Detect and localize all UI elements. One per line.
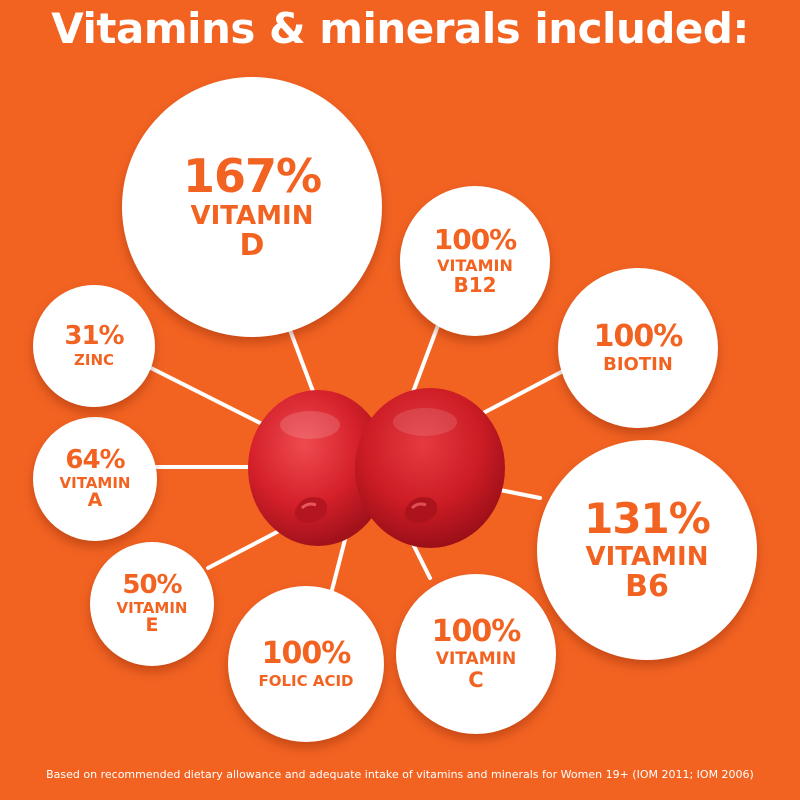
- nutrient-name: VITAMIN: [585, 541, 709, 572]
- nutrient-name: VITAMIN: [116, 598, 188, 617]
- nutrient-bubble-zinc: 31% ZINC: [33, 285, 155, 407]
- nutrient-name: VITAMIN: [59, 473, 131, 492]
- nutrient-bubble-folic-acid: 100% FOLIC ACID: [228, 586, 384, 742]
- footnote: Based on recommended dietary allowance a…: [46, 768, 754, 781]
- nutrient-name: VITAMIN: [437, 256, 513, 276]
- nutrient-bubble-vitamin-a: 64% VITAMIN A: [33, 417, 157, 541]
- nutrient-name: B12: [453, 272, 497, 297]
- nutrient-name: C: [468, 667, 484, 692]
- nutrient-name: VITAMIN: [435, 649, 517, 670]
- nutrient-percent: 100%: [593, 318, 684, 354]
- nutrient-name: VITAMIN: [190, 200, 314, 231]
- nutrient-bubble-vitamin-e: 50% VITAMIN E: [90, 542, 214, 666]
- nutrient-bubble-vitamin-c: 100% VITAMIN C: [396, 574, 556, 734]
- nutrient-name: A: [87, 489, 103, 512]
- gummy-vitamin-image: [248, 388, 505, 548]
- nutrient-bubble-vitamin-b12: 100% VITAMIN B12: [400, 186, 550, 336]
- connector-vitamin-b12: [408, 318, 442, 402]
- nutrient-percent: 100%: [431, 614, 522, 650]
- nutrient-percent: 131%: [584, 493, 711, 543]
- nutrient-name: FOLIC ACID: [258, 671, 354, 690]
- nutrient-percent: 100%: [261, 635, 352, 671]
- nutrient-percent: 31%: [64, 321, 124, 352]
- nutrient-name: B6: [625, 568, 669, 604]
- nutrient-name: E: [145, 614, 159, 637]
- nutrient-percent: 64%: [65, 444, 125, 475]
- nutrient-name: D: [239, 227, 265, 263]
- page-title: Vitamins & minerals included:: [51, 4, 749, 53]
- nutrient-percent: 100%: [433, 223, 518, 257]
- nutrient-percent: 167%: [182, 148, 322, 203]
- nutrient-percent: 50%: [122, 569, 182, 600]
- nutrient-name: ZINC: [73, 351, 115, 370]
- connector-biotin: [468, 368, 567, 422]
- nutrient-bubble-biotin: 100% BIOTIN: [558, 268, 718, 428]
- nutrient-bubble-vitamin-b6: 131% VITAMIN B6: [537, 440, 757, 660]
- nutrient-name: BIOTIN: [603, 353, 673, 375]
- connector-zinc: [143, 363, 272, 430]
- nutrient-bubble-vitamin-d: 167% VITAMIN D: [122, 77, 382, 337]
